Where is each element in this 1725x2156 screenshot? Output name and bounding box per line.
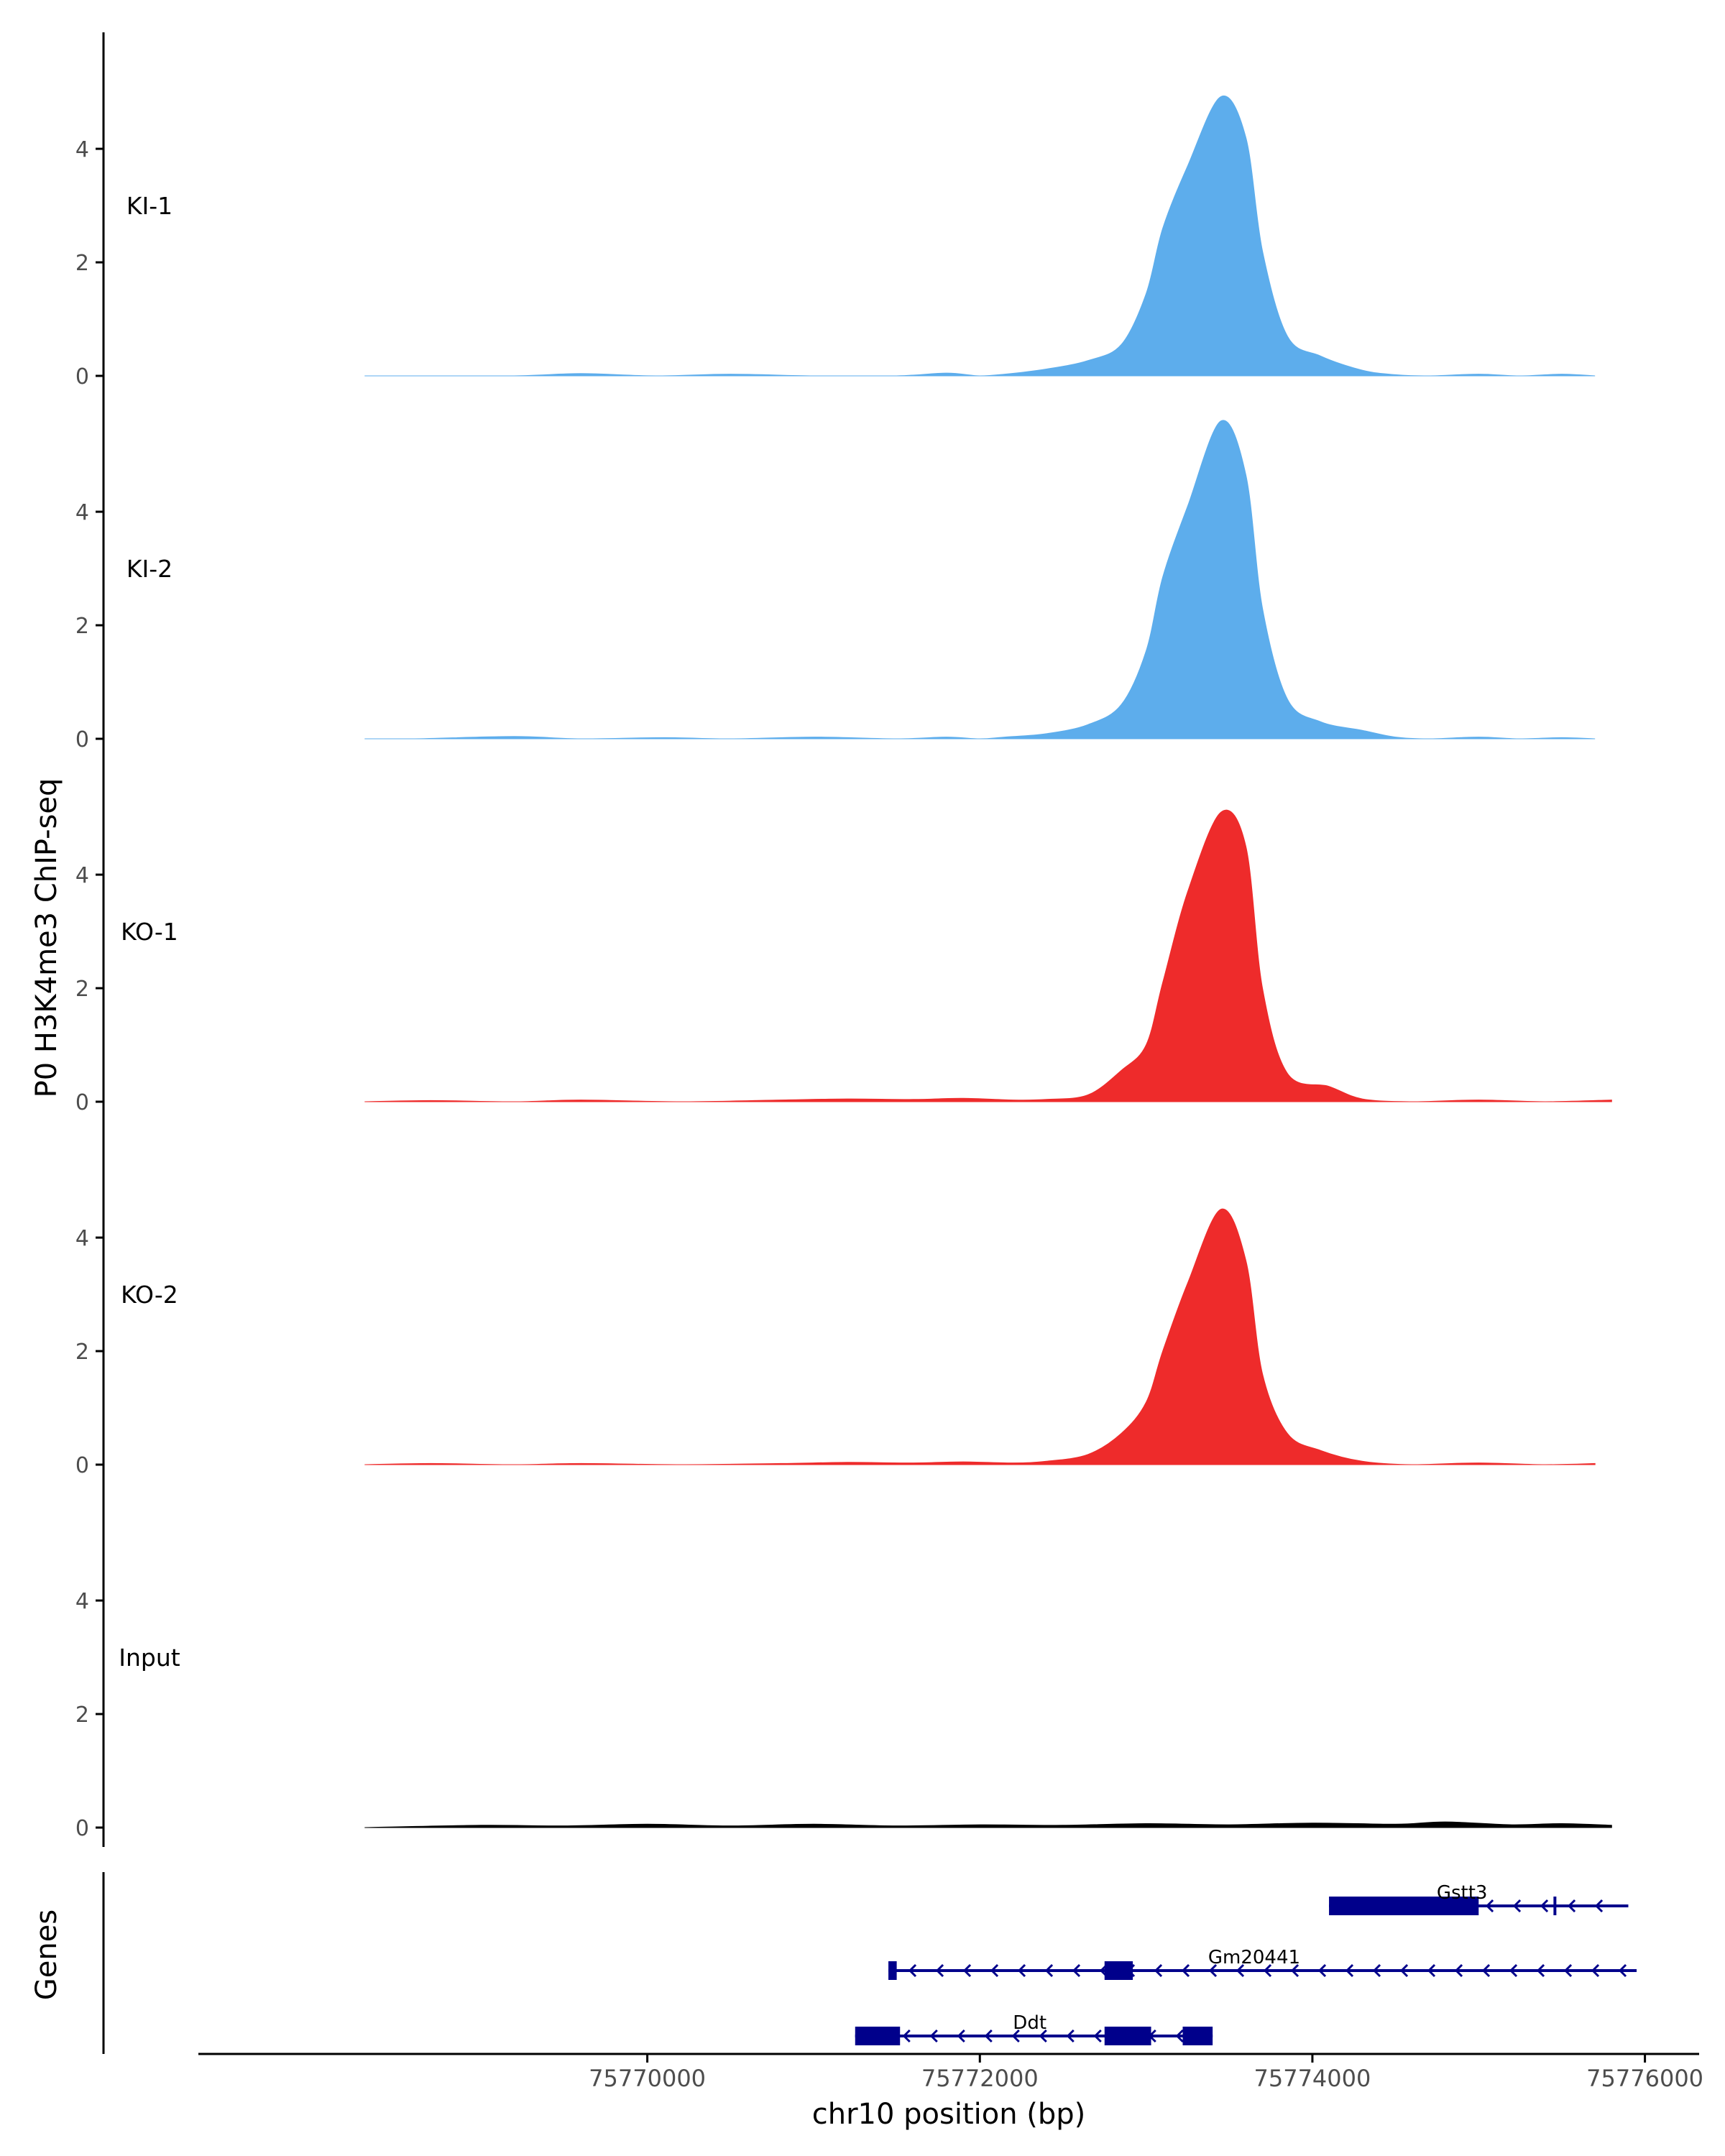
strand-arrow	[929, 2029, 938, 2043]
y-tick-label: 0	[75, 1090, 89, 1115]
gene-ddt: Ddt	[855, 2012, 1213, 2045]
strand-arrow	[1427, 1963, 1436, 1978]
y-tick-label: 2	[75, 1703, 89, 1728]
x-tick-label: 75776000	[1586, 2065, 1703, 2092]
strand-arrow	[1044, 1963, 1054, 1978]
x-axis-label: chr10 position (bp)	[812, 2098, 1086, 2131]
strand-arrow	[962, 1963, 972, 1978]
y-tick-label: 0	[75, 727, 89, 752]
y-tick-label: 2	[75, 251, 89, 276]
gene-exon	[1182, 2027, 1213, 2045]
y-tick-label: 4	[75, 1226, 89, 1251]
strand-arrow	[1290, 1963, 1300, 1978]
strand-arrow	[1512, 1899, 1522, 1913]
y-tick-label: 4	[75, 1589, 89, 1614]
gene-gm20441: Gm20441	[888, 1947, 1637, 1980]
track-ki-2: 0 2 4 KI-2	[75, 395, 1596, 758]
genes-layer: Gstt3 Gm20441 Ddt	[102, 1872, 1637, 2054]
gene-label: Ddt	[1013, 2012, 1046, 2034]
gene-exon	[1104, 1961, 1133, 1980]
track-ko-2: 0 2 4 KO-2	[75, 1121, 1596, 1484]
strand-arrow	[1567, 1899, 1576, 1913]
track-label: KI-2	[126, 555, 172, 583]
strand-arrow	[1509, 1963, 1518, 1978]
gene-exon	[1104, 2027, 1151, 2045]
strand-arrow	[935, 1963, 944, 1978]
gene-exon	[855, 2027, 901, 2045]
gene-gstt3: Gstt3	[1329, 1882, 1629, 1915]
strand-arrow	[1399, 1963, 1409, 1978]
strand-arrow	[1481, 1963, 1491, 1978]
y-tick-label: 4	[75, 863, 89, 888]
strand-arrow	[1563, 1963, 1573, 1978]
strand-arrow	[1066, 2029, 1075, 2043]
genes-panel-label: Genes	[30, 1909, 63, 2000]
strand-arrow	[1345, 1963, 1354, 1978]
track-label: KI-1	[126, 192, 172, 220]
track-label: KO-1	[121, 918, 178, 946]
coverage-area-input	[364, 1821, 1612, 1828]
strand-arrow	[1011, 2029, 1020, 2043]
strand-arrow	[984, 2029, 993, 2043]
strand-arrow	[1536, 1963, 1545, 1978]
y-tick-label: 2	[75, 1340, 89, 1365]
strand-arrow	[990, 1963, 999, 1978]
track-ko-1: 0 2 4 KO-1	[75, 758, 1612, 1121]
gene-label: Gm20441	[1208, 1947, 1300, 1968]
y-axis-label: P0 H3K4me3 ChIP-seq	[30, 778, 63, 1098]
strand-arrow	[1372, 1963, 1381, 1978]
strand-arrow	[1236, 1963, 1245, 1978]
strand-arrow	[1017, 1963, 1026, 1978]
track-ki-1: 0 2 4 KI-1	[75, 32, 1596, 395]
strand-arrow	[1208, 1963, 1218, 1978]
y-tick-label: 0	[75, 364, 89, 390]
strand-arrow	[1618, 1963, 1627, 1978]
y-tick-label: 4	[75, 500, 89, 525]
y-tick-label: 4	[75, 137, 89, 162]
x-tick-label: 75774000	[1254, 2065, 1371, 2092]
coverage-area-ko-2	[364, 1208, 1596, 1465]
strand-arrow	[1540, 1899, 1549, 1913]
gene-label: Gstt3	[1437, 1882, 1488, 1904]
y-tick-label: 2	[75, 977, 89, 1002]
coverage-area-ki-2	[364, 420, 1596, 740]
strand-arrow	[1181, 1963, 1190, 1978]
strand-arrow	[1594, 1899, 1604, 1913]
strand-arrow	[1317, 1963, 1327, 1978]
strand-arrow	[1263, 1963, 1272, 1978]
y-tick-label: 2	[75, 614, 89, 639]
strand-arrow	[1154, 1963, 1163, 1978]
strand-arrow	[957, 2029, 965, 2043]
strand-arrow	[1039, 2029, 1047, 2043]
x-tick-label: 75772000	[921, 2065, 1039, 2092]
strand-arrow	[902, 2029, 911, 2043]
strand-arrow	[1175, 2029, 1184, 2043]
strand-arrow	[1591, 1963, 1600, 1978]
y-tick-label: 0	[75, 1453, 89, 1478]
tracks-layer: 0 2 4 KI-1 0 2 4 KI-2 0 2 4 KO-1 0 2 4 KO-2 0 2 4 Input	[75, 32, 1612, 1847]
track-label: KO-2	[121, 1281, 178, 1309]
track-label: Input	[119, 1644, 180, 1672]
x-axis: 75770000 75772000 75774000 75776000	[198, 2053, 1703, 2092]
gene-exon	[888, 1961, 897, 1980]
gene-exon	[1329, 1897, 1479, 1915]
gene-exon	[1553, 1897, 1557, 1915]
strand-arrow	[1454, 1963, 1463, 1978]
coverage-area-ki-1	[364, 95, 1596, 377]
coverage-area-ko-1	[364, 809, 1612, 1102]
track-input: 0 2 4 Input	[75, 1484, 1612, 1847]
x-tick-label: 75770000	[589, 2065, 706, 2092]
strand-arrow	[1093, 2029, 1102, 2043]
strand-arrow	[1485, 1899, 1494, 1913]
strand-arrow	[1072, 1963, 1081, 1978]
y-tick-label: 0	[75, 1816, 89, 1841]
strand-arrow	[908, 1963, 917, 1978]
